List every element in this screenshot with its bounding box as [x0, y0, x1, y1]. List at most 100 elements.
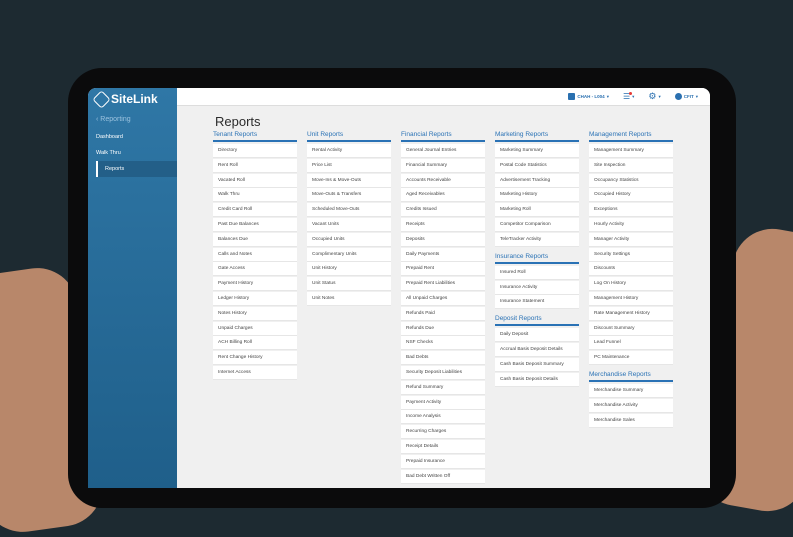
- back-reporting[interactable]: ‹ Reporting: [96, 116, 131, 123]
- report-link[interactable]: Refund Summary: [401, 380, 485, 395]
- report-link[interactable]: Complimentary Units: [307, 247, 391, 262]
- report-link[interactable]: Log On History: [589, 277, 673, 292]
- report-link[interactable]: Unit Notes: [307, 291, 391, 306]
- report-link[interactable]: Advertisement Tracking: [495, 173, 579, 188]
- report-link[interactable]: Discounts: [589, 262, 673, 277]
- section-heading: Marketing Reports: [495, 131, 579, 142]
- report-link[interactable]: Financial Summary: [401, 158, 485, 173]
- report-link[interactable]: Security Settings: [589, 247, 673, 262]
- report-link[interactable]: Security Deposit Liabilities: [401, 365, 485, 380]
- report-link[interactable]: Accrual Basis Deposit Details: [495, 343, 579, 358]
- section-heading: Management Reports: [589, 131, 673, 142]
- report-link[interactable]: Merchandise Summary: [589, 384, 673, 399]
- report-link[interactable]: Occupancy Statistics: [589, 173, 673, 188]
- report-link[interactable]: Unit Status: [307, 277, 391, 292]
- report-link[interactable]: Accounts Receivable: [401, 173, 485, 188]
- report-link[interactable]: Daily Deposit: [495, 328, 579, 343]
- user-menu[interactable]: CFIT ▾: [674, 93, 698, 100]
- report-link[interactable]: Receipt Details: [401, 439, 485, 454]
- report-link[interactable]: Credit Card Roll: [213, 203, 297, 218]
- report-link[interactable]: Walk Thru: [213, 188, 297, 203]
- report-link[interactable]: Daily Payments: [401, 247, 485, 262]
- report-link[interactable]: Cash Basis Deposit Summary: [495, 357, 579, 372]
- report-link[interactable]: Marketing Summary: [495, 144, 579, 158]
- report-link[interactable]: Postal Code Statistics: [495, 158, 579, 173]
- report-link[interactable]: Payment Activity: [401, 395, 485, 410]
- report-link[interactable]: Aged Receivables: [401, 188, 485, 203]
- report-link[interactable]: PC Maintenance: [589, 351, 673, 366]
- report-column: Management Reports Management Summary Site…: [589, 131, 673, 429]
- report-link[interactable]: Marketing History: [495, 188, 579, 203]
- sidebar-item-reports[interactable]: Reports: [96, 161, 177, 177]
- report-link[interactable]: Directory: [213, 144, 297, 158]
- report-link[interactable]: Credits Issued: [401, 203, 485, 218]
- report-link[interactable]: Insured Roll: [495, 265, 579, 280]
- report-link[interactable]: Bad Debt Written Off: [401, 469, 485, 484]
- sidebar-item-dashboard[interactable]: Dashboard: [96, 134, 123, 140]
- report-link[interactable]: Gate Access: [213, 262, 297, 277]
- report-link[interactable]: Cash Basis Deposit Details: [495, 372, 579, 387]
- report-column: Tenant Reports Directory Rent Roll Vacated …: [213, 131, 297, 381]
- report-link[interactable]: Site Inspection: [589, 158, 673, 173]
- report-link[interactable]: All Unpaid Charges: [401, 291, 485, 306]
- report-link[interactable]: Merchandise Sales: [589, 413, 673, 428]
- report-link[interactable]: General Journal Entries: [401, 144, 485, 158]
- report-link[interactable]: Insurance Activity: [495, 280, 579, 295]
- logo-icon: [92, 89, 111, 109]
- report-link[interactable]: Price List: [307, 158, 391, 173]
- report-link[interactable]: Competitor Comparison: [495, 217, 579, 232]
- top-bar: CHAH - L004 ▾ ☰ ▾ ⚙ ▾ CFIT ▾: [177, 88, 710, 106]
- report-link[interactable]: Payment History: [213, 277, 297, 292]
- report-link[interactable]: Management Summary: [589, 144, 673, 158]
- report-link[interactable]: Receipts: [401, 217, 485, 232]
- report-link[interactable]: Refunds Paid: [401, 306, 485, 321]
- location-selector[interactable]: CHAH - L004 ▾: [568, 93, 609, 100]
- report-link[interactable]: Move-Ins & Move-Outs: [307, 173, 391, 188]
- report-link[interactable]: Scheduled Move-Outs: [307, 203, 391, 218]
- settings-button[interactable]: ⚙ ▾: [648, 91, 661, 101]
- report-link[interactable]: Notes History: [213, 306, 297, 321]
- report-link[interactable]: Exceptions: [589, 203, 673, 218]
- report-link[interactable]: Internet Access: [213, 365, 297, 380]
- report-link[interactable]: Refunds Due: [401, 321, 485, 336]
- report-link[interactable]: Prepaid Rent Liabilities: [401, 277, 485, 292]
- report-link[interactable]: Calls and Notes: [213, 247, 297, 262]
- report-link[interactable]: Bad Debts: [401, 351, 485, 366]
- report-link[interactable]: Discount Summary: [589, 321, 673, 336]
- report-link[interactable]: Move-Outs & Transfers: [307, 188, 391, 203]
- report-link[interactable]: Occupied Units: [307, 232, 391, 247]
- report-link[interactable]: Marketing Roll: [495, 203, 579, 218]
- report-link[interactable]: Vacated Roll: [213, 173, 297, 188]
- report-link[interactable]: Rent Change History: [213, 351, 297, 366]
- report-link[interactable]: Recurring Charges: [401, 425, 485, 440]
- report-link[interactable]: Unpaid Charges: [213, 321, 297, 336]
- sidebar-item-walk-thru[interactable]: Walk Thru: [96, 150, 121, 156]
- report-link[interactable]: Deposits: [401, 232, 485, 247]
- tasks-button[interactable]: ☰ ▾: [622, 92, 635, 101]
- report-link[interactable]: Vacant Units: [307, 217, 391, 232]
- section-heading: Insurance Reports: [495, 253, 579, 264]
- report-link[interactable]: NSF Checks: [401, 336, 485, 351]
- report-link[interactable]: Rent Roll: [213, 158, 297, 173]
- report-link[interactable]: Balances Due: [213, 232, 297, 247]
- report-link[interactable]: Occupied History: [589, 188, 673, 203]
- report-link[interactable]: Management History: [589, 291, 673, 306]
- report-link[interactable]: Insurance Statement: [495, 295, 579, 310]
- report-link[interactable]: Hourly Activity: [589, 217, 673, 232]
- report-link[interactable]: Prepaid Rent: [401, 262, 485, 277]
- section-heading: Deposit Reports: [495, 315, 579, 327]
- report-link[interactable]: Prepaid Insurance: [401, 454, 485, 469]
- report-column: Financial Reports General Journal Entries…: [401, 131, 485, 484]
- report-link[interactable]: Merchandise Activity: [589, 398, 673, 413]
- report-link[interactable]: Unit History: [307, 262, 391, 277]
- report-link[interactable]: Ledger History: [213, 291, 297, 306]
- report-link[interactable]: Past Due Balances: [213, 217, 297, 232]
- report-link[interactable]: Income Analysis: [401, 410, 485, 425]
- report-link[interactable]: Rental Activity: [307, 144, 391, 158]
- report-link[interactable]: Rate Management History: [589, 306, 673, 321]
- report-link[interactable]: ACH Billing Roll: [213, 336, 297, 351]
- report-link[interactable]: Manager Activity: [589, 232, 673, 247]
- report-link[interactable]: Lead Funnel: [589, 336, 673, 351]
- location-label: CHAH - L004: [577, 94, 605, 99]
- report-link[interactable]: TeleTracker Activity: [495, 232, 579, 247]
